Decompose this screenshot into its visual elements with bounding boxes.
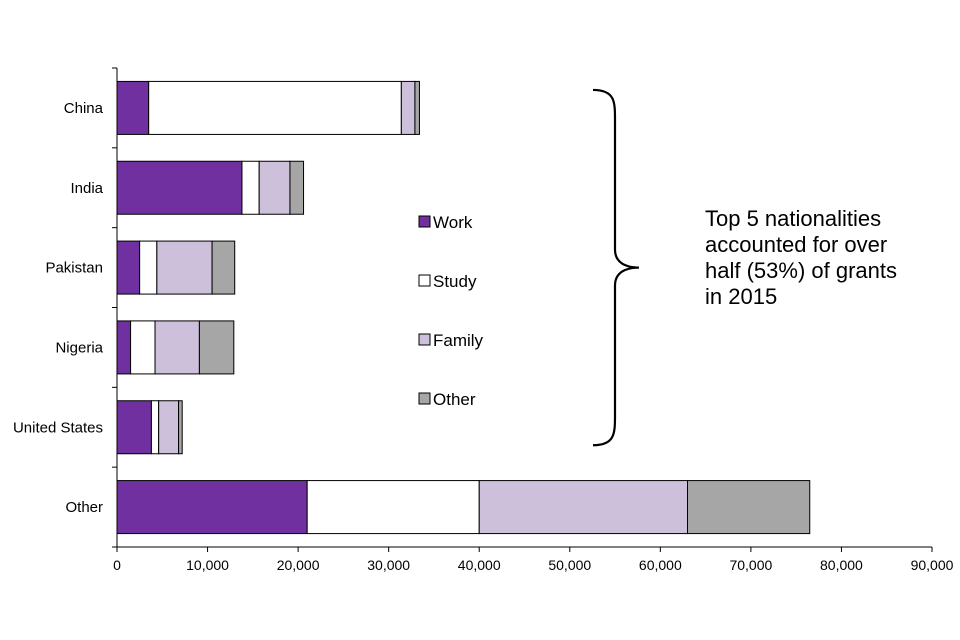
bar-china-other [414, 80, 420, 135]
bar-other-study [306, 480, 480, 535]
x-tick-label: 50,000 [548, 557, 591, 573]
legend-label-family: Family [433, 331, 484, 350]
bar-other-other [687, 480, 811, 535]
x-tick-label: 40,000 [458, 557, 501, 573]
bar-united-states-family [158, 400, 180, 455]
legend-label-other: Other [433, 390, 476, 409]
bar-india-family [258, 160, 291, 215]
bar-china-study [148, 80, 402, 135]
annotation-line: accounted for over [705, 232, 887, 257]
curly-brace [592, 88, 640, 447]
x-tick-label: 0 [113, 557, 121, 573]
x-tick-label: 80,000 [820, 557, 863, 573]
bar-other-work [116, 480, 308, 535]
category-label-united-states: United States [13, 419, 103, 436]
category-label-nigeria: Nigeria [55, 339, 103, 356]
bar-nigeria-family [154, 320, 200, 375]
x-tick-label: 70,000 [729, 557, 772, 573]
legend-swatch-other [418, 392, 431, 405]
bar-pakistan-family [156, 240, 213, 295]
bar-china-work [116, 80, 150, 135]
axes-group: China India Pakistan Nigeria United States Ot… [13, 67, 954, 573]
legend-swatch-family [418, 333, 431, 346]
annotation-line: half (53%) of grants [705, 258, 897, 283]
x-tick-label: 30,000 [367, 557, 410, 573]
bar-pakistan-study [139, 240, 158, 295]
legend-swatch-work [418, 215, 431, 228]
category-label-india: India [70, 180, 103, 197]
category-label-china: China [64, 100, 104, 117]
bar-india-other [289, 160, 305, 215]
annotation-line: in 2015 [705, 284, 777, 309]
x-tick-label: 20,000 [277, 557, 320, 573]
legend-label-work: Work [433, 213, 473, 232]
bar-pakistan-other [211, 240, 236, 295]
legend-label-study: Study [433, 272, 477, 291]
bar-china-family [400, 80, 416, 135]
bar-india-work [116, 160, 243, 215]
bar-pakistan-work [116, 240, 141, 295]
bar-united-states-study [150, 400, 160, 455]
bar-india-study [241, 160, 260, 215]
category-label-other: Other [65, 499, 103, 516]
bars-group [116, 80, 811, 535]
legend-swatch-study [418, 274, 431, 287]
category-label-pakistan: Pakistan [45, 260, 103, 277]
bar-other-family [478, 480, 688, 535]
bar-nigeria-study [130, 320, 156, 375]
bar-united-states-other [178, 400, 183, 455]
bar-nigeria-work [116, 320, 132, 375]
x-tick-label: 60,000 [639, 557, 682, 573]
annotation-line: Top 5 nationalities [705, 206, 881, 231]
bar-united-states-work [116, 400, 152, 455]
x-tick-label: 10,000 [186, 557, 229, 573]
bar-nigeria-other [198, 320, 235, 375]
x-tick-label: 90,000 [911, 557, 954, 573]
legend: Work Study Family Other [418, 213, 484, 409]
